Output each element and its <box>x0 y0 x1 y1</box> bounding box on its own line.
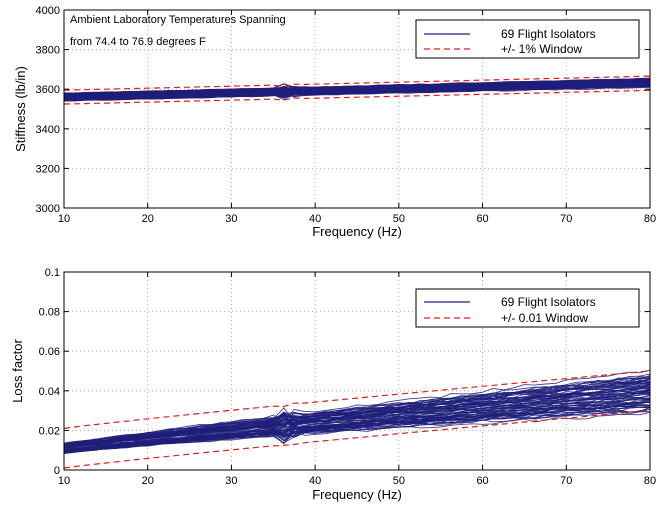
loss-legend-label-window: +/- 0.01 Window <box>501 311 588 325</box>
loss-isolator-curve <box>63 378 651 447</box>
stiffness-plot-frame <box>63 9 651 209</box>
loss-isolator-curve <box>63 398 651 451</box>
loss-ytick-label: 0.08 <box>39 307 60 319</box>
stiffness-xtick-label: 70 <box>560 213 572 225</box>
loss-xtick-label: 30 <box>225 475 237 487</box>
stiffness-ticks: 10 20 30 40 50 60 70 80 3000 3200 3400 3600 3800 4000 <box>36 5 657 225</box>
loss-x-axis-label: Frequency (Hz) <box>312 487 402 502</box>
loss-xtick-label: 50 <box>393 475 405 487</box>
loss-xtick-label: 70 <box>560 475 572 487</box>
stiffness-ytick-label: 3400 <box>36 124 60 136</box>
stiffness-isolator-curve <box>63 83 651 100</box>
loss-ytick-label: 0.1 <box>45 267 60 279</box>
loss-ytick-label: 0.02 <box>39 425 60 437</box>
stiffness-ytick-label: 3000 <box>36 203 60 215</box>
loss-ytick-label: 0 <box>54 465 60 477</box>
stiffness-ytick-label: 3200 <box>36 163 60 175</box>
loss-isolator-curve <box>63 406 651 452</box>
annotation-line-1: Ambient Laboratory Temperatures Spanning <box>70 14 286 26</box>
stiffness-isolator-curve <box>63 79 651 95</box>
stiffness-series <box>63 75 651 105</box>
stiffness-xtick-label: 50 <box>393 213 405 225</box>
loss-ytick-label: 0.04 <box>39 386 60 398</box>
loss-isolator-curve <box>63 369 651 444</box>
loss-y-axis-label: Loss factor <box>10 339 25 403</box>
loss-legend-label-isolators: 69 Flight Isolators <box>501 295 596 309</box>
stiffness-isolator-curve <box>63 84 650 101</box>
stiffness-ytick-label: 3800 <box>36 45 60 57</box>
loss-isolator-curve <box>63 379 651 444</box>
stiffness-ytick-label: 3600 <box>36 84 60 96</box>
loss-isolator-curve <box>63 401 651 452</box>
stiffness-legend-label-window: +/- 1% Window <box>501 42 582 56</box>
annotation-line-2: from 74.4 to 76.9 degrees F <box>70 36 206 48</box>
loss-legend: 69 Flight Isolators +/- 0.01 Window <box>415 288 640 328</box>
stiffness-window-upper <box>63 75 651 91</box>
stiffness-ytick-label: 4000 <box>36 5 60 17</box>
loss-ticks: 10 20 30 40 50 60 70 80 0 0.02 0.04 0.06 0.08 0.1 <box>39 267 657 487</box>
stiffness-legend: 69 Flight Isolators +/- 1% Window <box>415 19 640 59</box>
loss-xtick-label: 60 <box>476 475 488 487</box>
stiffness-xtick-label: 30 <box>225 213 237 225</box>
loss-window-upper <box>63 370 651 429</box>
stiffness-window-lower <box>63 89 651 105</box>
stiffness-xtick-label: 10 <box>58 213 70 225</box>
stiffness-chart: 10 20 30 40 50 60 70 80 3000 3200 3400 3600 3800 4000… <box>13 5 656 239</box>
loss-isolator-curve <box>63 387 651 447</box>
loss-isolator-curve <box>63 376 651 445</box>
stiffness-y-axis-label: Stiffness (lb/in) <box>13 66 28 152</box>
loss-plot-frame <box>63 271 651 471</box>
stiffness-legend-label-isolators: 69 Flight Isolators <box>501 27 596 41</box>
stiffness-xtick-label: 20 <box>142 213 154 225</box>
stiffness-xtick-label: 80 <box>644 213 656 225</box>
loss-ytick-label: 0.06 <box>39 346 60 358</box>
stiffness-xtick-label: 40 <box>309 213 321 225</box>
loss-window-lower <box>63 410 651 469</box>
loss-xtick-label: 40 <box>309 475 321 487</box>
loss-factor-chart: 10 20 30 40 50 60 70 80 0 0.02 0.04 0.06 0.08 0.1 Fre… <box>10 267 656 502</box>
stiffness-x-axis-label: Frequency (Hz) <box>312 224 402 239</box>
loss-xtick-label: 80 <box>644 475 656 487</box>
loss-isolator-curve <box>63 393 651 449</box>
stiffness-isolator-curve <box>63 85 651 102</box>
loss-legend-box <box>415 288 640 328</box>
loss-xtick-label: 20 <box>142 475 154 487</box>
loss-xtick-label: 10 <box>58 475 70 487</box>
loss-isolator-curve <box>63 380 651 447</box>
stiffness-isolator-curve <box>63 80 651 97</box>
stiffness-legend-box <box>415 19 640 59</box>
loss-series <box>63 369 651 469</box>
stiffness-xtick-label: 60 <box>476 213 488 225</box>
